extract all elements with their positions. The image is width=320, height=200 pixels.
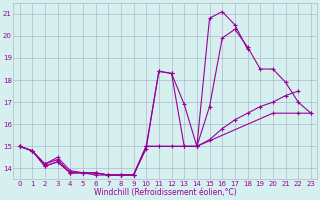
X-axis label: Windchill (Refroidissement éolien,°C): Windchill (Refroidissement éolien,°C) — [94, 188, 236, 197]
